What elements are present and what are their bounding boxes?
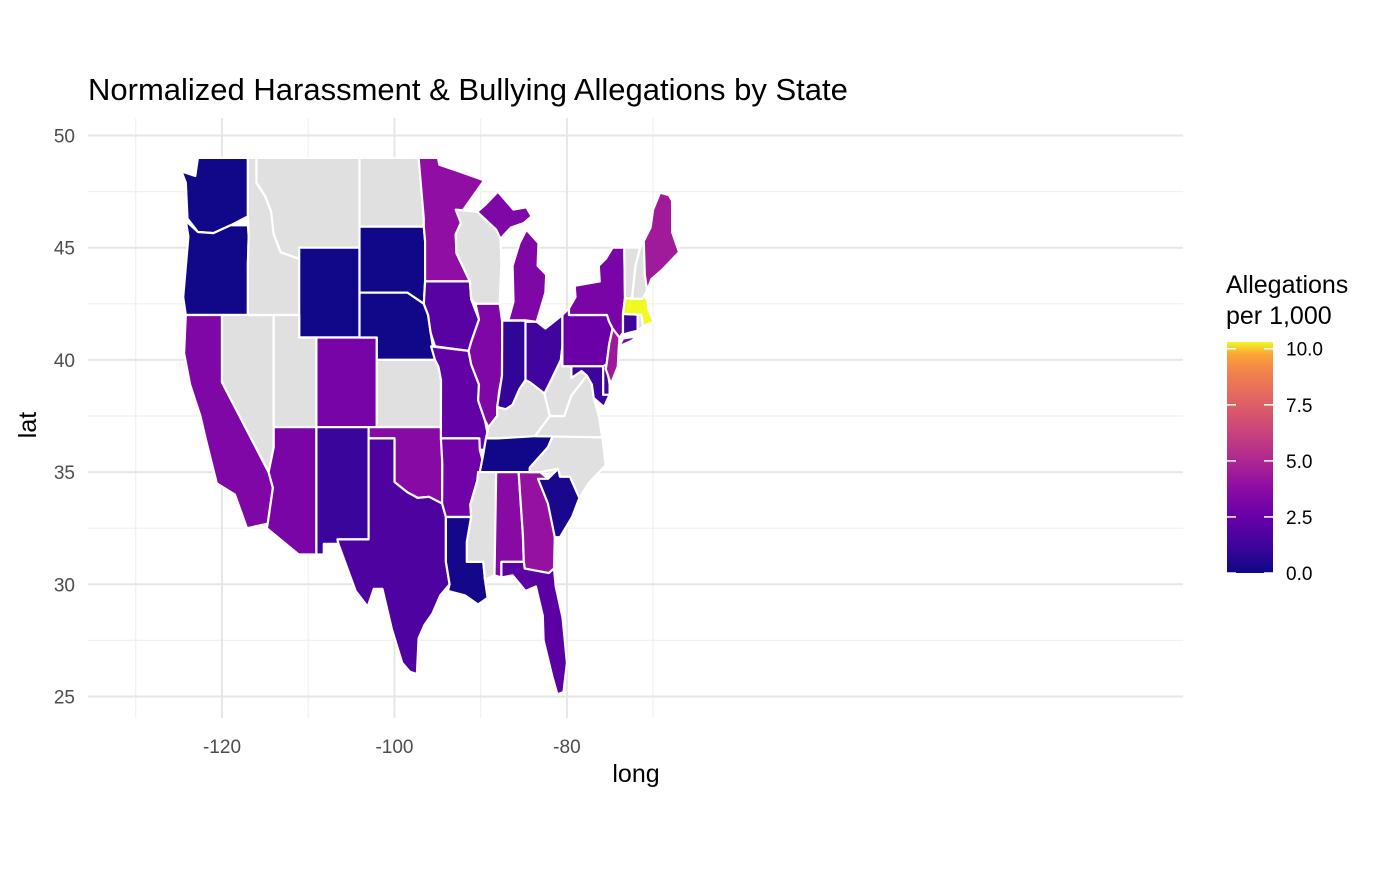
state-florida [500, 560, 568, 696]
x-axis-label: long [612, 760, 659, 788]
legend-tick-label: 0.0 [1286, 564, 1312, 585]
state-connecticut [620, 312, 639, 337]
chart-title: Normalized Harassment & Bullying Allegat… [88, 72, 848, 107]
y-tick-label: 35 [54, 463, 75, 484]
state-arizona [265, 426, 318, 556]
legend-tick-label: 7.5 [1286, 396, 1312, 417]
x-tick-label: -120 [203, 737, 241, 758]
legend-ticks: 0.0 2.5 5.0 7.5 10.0 [1227, 340, 1323, 585]
legend-title-line1: Allegations [1226, 271, 1348, 299]
state-texas [336, 437, 451, 676]
state-mississippi [465, 471, 498, 581]
y-tick-label: 30 [54, 575, 75, 596]
state-polygons [180, 147, 681, 696]
state-washington [180, 156, 249, 235]
y-tick-label: 25 [54, 688, 75, 709]
axis-ticks: -120 -100 -80 25 30 35 40 45 50 [54, 127, 581, 759]
y-tick-label: 40 [54, 351, 75, 372]
legend-tick-label: 2.5 [1286, 508, 1312, 529]
state-oregon [182, 219, 250, 317]
state-wyoming [298, 246, 361, 339]
y-axis-label: lat [14, 412, 42, 438]
state-michigan [507, 228, 548, 323]
legend-tick-label: 5.0 [1286, 452, 1312, 473]
state-long-island [618, 335, 638, 348]
y-tick-label: 50 [54, 127, 75, 148]
legend: Allegations per 1,000 0.0 2.5 5.0 7.5 10.0 [1226, 271, 1348, 585]
state-michigan-up [476, 190, 533, 240]
legend-title-line2: per 1,000 [1226, 302, 1332, 330]
y-tick-label: 45 [54, 239, 75, 260]
x-tick-label: -80 [553, 737, 580, 758]
legend-colorbar [1227, 342, 1273, 573]
state-north-dakota [358, 156, 425, 228]
state-maine [642, 191, 681, 292]
x-tick-label: -100 [375, 737, 413, 758]
legend-tick-label: 10.0 [1286, 340, 1323, 361]
state-kansas [375, 358, 443, 429]
state-colorado [315, 336, 378, 429]
state-new-mexico [315, 426, 370, 556]
state-pennsylvania [561, 307, 614, 368]
state-new-jersey [604, 327, 621, 385]
